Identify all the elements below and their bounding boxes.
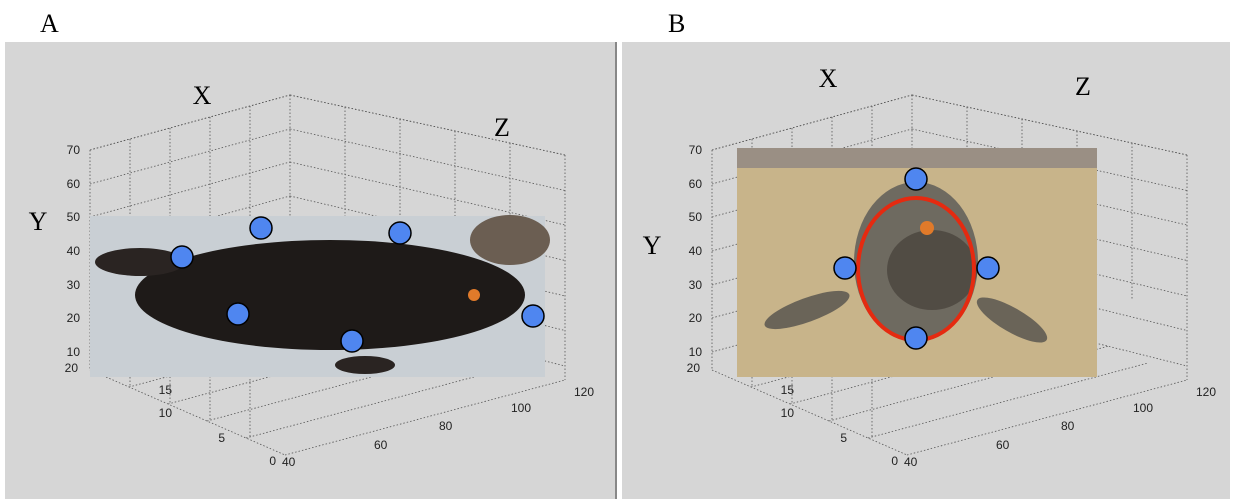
depth-tick-label: 20 xyxy=(65,361,79,375)
landmark-dot xyxy=(905,168,927,190)
x-tick-label: 60 xyxy=(374,438,388,452)
y-tick-label: 50 xyxy=(689,210,703,224)
y-tick-label: 20 xyxy=(689,311,703,325)
x-tick-label: 120 xyxy=(1196,385,1216,399)
depth-tick-label: 5 xyxy=(840,431,847,445)
x-tick-label: 40 xyxy=(282,455,296,469)
depth-tick-label: 20 xyxy=(687,361,701,375)
axis-label-z: Z xyxy=(494,113,510,142)
other-seal xyxy=(470,215,550,265)
depth-tick-label: 10 xyxy=(159,406,173,420)
x-tick-label: 120 xyxy=(574,385,594,399)
fence xyxy=(737,148,1097,168)
axis-label-z: Z xyxy=(1075,72,1091,101)
panel-label: B xyxy=(668,9,685,38)
landmark-dot xyxy=(834,257,856,279)
tag xyxy=(468,289,480,301)
landmark-dot xyxy=(227,303,249,325)
y-tick-label: 50 xyxy=(67,210,81,224)
depth-tick-label: 10 xyxy=(781,406,795,420)
axis-label-x: X xyxy=(193,81,212,110)
y-tick-label: 70 xyxy=(689,143,703,157)
depth-tick-label: 15 xyxy=(159,383,173,397)
y-tick-label: 60 xyxy=(67,177,81,191)
axis-label-y: Y xyxy=(29,207,48,236)
x-tick-label: 100 xyxy=(1133,401,1153,415)
y-tick-label: 30 xyxy=(689,278,703,292)
x-tick-label: 80 xyxy=(1061,419,1075,433)
x-tick-label: 60 xyxy=(996,438,1010,452)
tag xyxy=(920,221,934,235)
depth-tick-label: 5 xyxy=(218,431,225,445)
landmark-dot xyxy=(905,327,927,349)
landmark-dot xyxy=(171,246,193,268)
axis-label-x: X xyxy=(819,64,838,93)
panel-label: A xyxy=(40,9,59,38)
landmark-dot xyxy=(389,222,411,244)
y-tick-label: 40 xyxy=(67,244,81,258)
depth-tick-label: 15 xyxy=(781,383,795,397)
y-tick-label: 30 xyxy=(67,278,81,292)
landmark-dot xyxy=(522,305,544,327)
landmark-dot xyxy=(977,257,999,279)
depth-tick-label: 0 xyxy=(269,454,276,468)
landmark-dot xyxy=(341,330,363,352)
seal-flipper xyxy=(335,356,395,374)
depth-tick-label: 0 xyxy=(891,454,898,468)
axis-label-y: Y xyxy=(643,231,662,260)
y-tick-label: 20 xyxy=(67,311,81,325)
landmark-dot xyxy=(250,217,272,239)
y-tick-label: 40 xyxy=(689,244,703,258)
y-tick-label: 70 xyxy=(67,143,81,157)
seal-head xyxy=(887,230,977,310)
x-tick-label: 80 xyxy=(439,419,453,433)
x-tick-label: 100 xyxy=(511,401,531,415)
y-tick-label: 10 xyxy=(67,345,81,359)
figure: AXZY7060504030201020151050406080100120BX… xyxy=(0,0,1235,499)
x-tick-label: 40 xyxy=(904,455,918,469)
y-tick-label: 10 xyxy=(689,345,703,359)
y-tick-label: 60 xyxy=(689,177,703,191)
